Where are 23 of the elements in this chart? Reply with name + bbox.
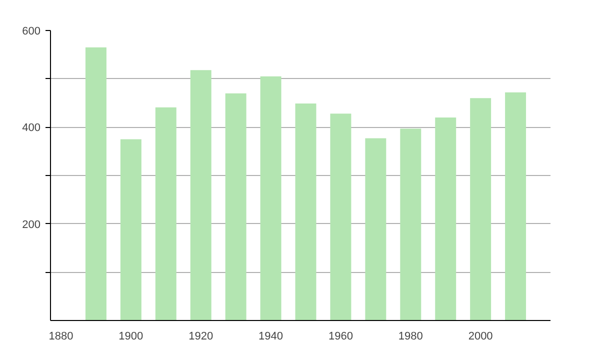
y-tick-label: 400 bbox=[22, 122, 41, 134]
y-tick-label: 200 bbox=[22, 218, 41, 231]
x-tick-label: 1980 bbox=[398, 330, 423, 342]
bar bbox=[470, 98, 492, 320]
bar bbox=[295, 103, 316, 320]
bar bbox=[330, 114, 352, 320]
y-tick-label: 600 bbox=[22, 26, 41, 38]
bar bbox=[505, 92, 526, 320]
bar bbox=[120, 139, 142, 320]
x-tick-label: 1920 bbox=[188, 330, 214, 342]
bar bbox=[190, 70, 212, 320]
bar bbox=[365, 138, 386, 320]
bar bbox=[85, 47, 106, 320]
x-tick-label: 1960 bbox=[328, 330, 353, 342]
x-tick-label: 1940 bbox=[258, 330, 284, 342]
bar bbox=[260, 76, 282, 320]
x-tick-label: 1900 bbox=[118, 330, 144, 342]
x-tick-label: 1880 bbox=[48, 330, 74, 342]
bar bbox=[435, 118, 456, 320]
bar bbox=[225, 93, 246, 320]
bar bbox=[400, 128, 422, 320]
bar bbox=[155, 107, 176, 320]
x-tick-label: 2000 bbox=[468, 330, 493, 342]
